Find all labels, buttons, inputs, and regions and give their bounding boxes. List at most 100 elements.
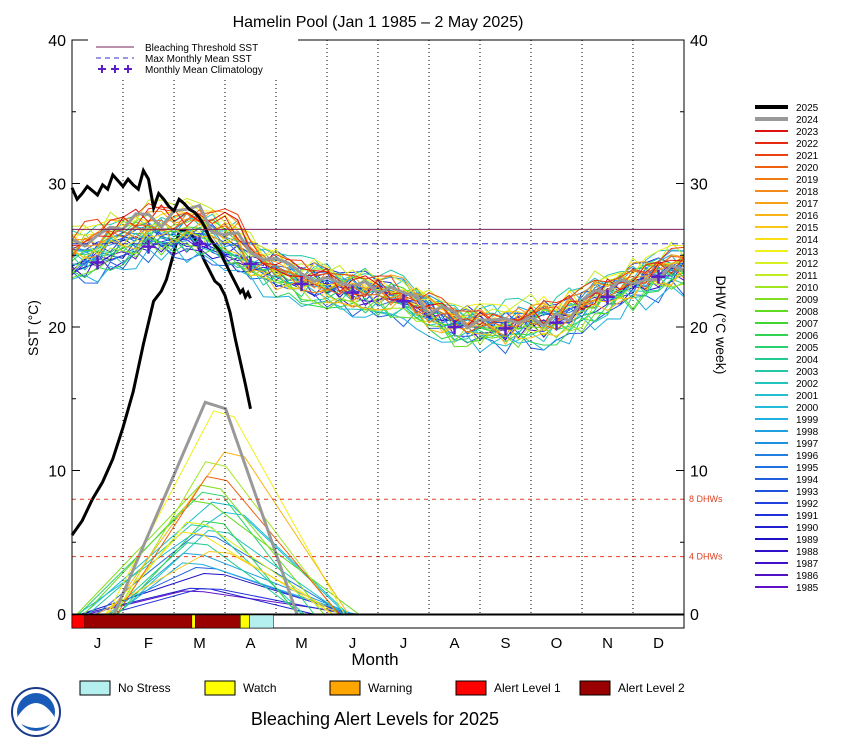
year-legend-label: 1987: [796, 559, 819, 570]
alert-legend-swatch: [329, 680, 361, 696]
legend-label: Bleaching Threshold SST: [145, 43, 258, 54]
x-tick-label: J: [400, 635, 408, 652]
y-tick-label-left: 10: [48, 464, 66, 481]
year-legend-label: 2008: [796, 307, 819, 318]
legend-label: Max Monthly Mean SST: [145, 54, 252, 65]
alert-bar-segment: [240, 614, 250, 629]
year-legend-label: 2000: [796, 403, 819, 414]
year-legend-label: 2005: [796, 343, 819, 354]
alert-legend-title: Bleaching Alert Levels for 2025: [251, 709, 499, 729]
alert-bar-segment: [191, 614, 196, 629]
year-legend-label: 2018: [796, 187, 819, 198]
alert-bar-segment: [249, 614, 274, 629]
x-tick-label: J: [94, 635, 102, 652]
year-legend-label: 2021: [796, 151, 819, 162]
year-legend-label: 2015: [796, 223, 819, 234]
year-legend-label: 2007: [796, 319, 819, 330]
alert-bar-segment: [71, 614, 85, 629]
climatology-marker: [549, 315, 564, 330]
climatology-marker: [294, 276, 309, 291]
year-legend-label: 1997: [796, 439, 819, 450]
year-legend-label: 2010: [796, 283, 819, 294]
year-legend-label: 1986: [796, 571, 819, 582]
year-legend-label: 2024: [796, 115, 819, 126]
year-legend-label: 1990: [796, 523, 819, 534]
alert-legend-label: Watch: [243, 681, 277, 695]
year-legend-label: 2006: [796, 331, 819, 342]
noaa-logo-bird: [18, 703, 54, 728]
x-tick-label: F: [144, 635, 153, 652]
year-legend-label: 2019: [796, 175, 819, 186]
y-tick-label-right: 40: [690, 33, 708, 50]
y-tick-label-right: 0: [690, 607, 699, 624]
dhw-line-2006: [117, 520, 298, 615]
y-axis-label-right: DHW (°C week): [713, 276, 729, 375]
x-axis-label: Month: [351, 650, 398, 669]
year-legend-label: 2013: [796, 247, 819, 258]
alert-legend-swatch: [79, 680, 111, 696]
dhw-line-2015: [96, 550, 340, 615]
dhw-line-1998: [110, 552, 354, 615]
y-tick-label-right: 20: [690, 320, 708, 337]
noaa-logo-text: NOAA: [24, 707, 48, 716]
alert-legend-swatch: [204, 680, 236, 696]
year-legend-label: 2014: [796, 235, 819, 246]
year-legend-label: 2022: [796, 139, 819, 150]
year-legend-label: 1988: [796, 547, 819, 558]
year-legend-label: 2003: [796, 367, 819, 378]
sst-line-2009: [71, 213, 685, 331]
x-tick-label: M: [295, 635, 308, 652]
alert-bar-segment: [84, 614, 193, 629]
x-tick-label: D: [653, 635, 664, 652]
year-legend-label: 2016: [796, 211, 819, 222]
x-tick-label: A: [245, 635, 255, 652]
x-tick-label: M: [193, 635, 206, 652]
climatology-marker: [447, 320, 462, 334]
dhw-line-1995: [96, 534, 346, 615]
sst-line-2025: [70, 166, 252, 301]
dhw-line-2013: [106, 410, 345, 615]
y-tick-label-left: 0: [57, 607, 66, 624]
alert-legend-label: No Stress: [118, 681, 171, 695]
climatology-marker: [192, 236, 207, 251]
alert-legend-swatch: [455, 680, 487, 696]
dhw-line-2009: [76, 484, 325, 615]
year-legend-label: 2009: [796, 295, 819, 306]
alert-legend-label: Alert Level 1: [494, 681, 561, 695]
climatology-marker: [396, 294, 411, 309]
dhw-line-2004: [108, 542, 303, 615]
dhw-line-2020: [116, 475, 340, 615]
year-legend-label: 1999: [796, 415, 819, 426]
climatology-marker: [651, 269, 666, 284]
alert-legend-swatch: [579, 680, 611, 696]
dhw-line-1991: [108, 588, 346, 615]
dhw-line-2001: [83, 501, 347, 615]
climatology-marker: [141, 239, 156, 254]
climatology-marker: [345, 285, 360, 300]
x-tick-label: A: [449, 635, 459, 652]
year-legend-label: 2011: [796, 271, 818, 282]
dhw-line-2016: [107, 451, 349, 615]
year-legend-label: 2001: [796, 391, 819, 402]
year-legend-label: 1993: [796, 487, 819, 498]
alert-legend-label: Alert Level 2: [618, 681, 685, 695]
y-tick-label-left: 40: [48, 33, 66, 50]
year-legend-label: 1996: [796, 451, 819, 462]
dhw-threshold-label: 4 DHWs: [689, 552, 723, 562]
year-legend-label: 2017: [796, 199, 819, 210]
year-legend-label: 1989: [796, 535, 819, 546]
alert-legend-label: Warning: [368, 681, 412, 695]
legend-swatch-climatology: [98, 65, 132, 73]
climatology-marker: [498, 321, 513, 336]
climatology-marker: [90, 255, 105, 270]
year-legend-label: 2025: [796, 103, 819, 114]
year-legend-label: 1985: [796, 583, 819, 594]
x-tick-label: J: [349, 635, 357, 652]
year-legend-label: 2012: [796, 259, 819, 270]
dhw-line-2012: [111, 521, 334, 615]
x-tick-label: O: [551, 635, 563, 652]
y-tick-label-left: 20: [48, 320, 66, 337]
x-tick-label: N: [602, 635, 613, 652]
dhw-line-2024: [112, 400, 299, 615]
